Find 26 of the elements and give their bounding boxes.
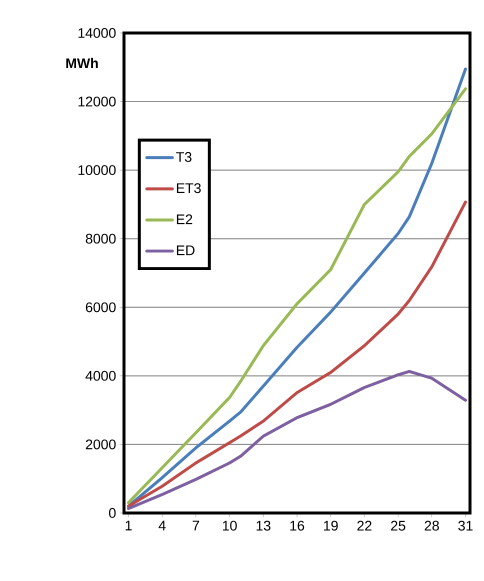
legend-label: E2 (176, 214, 192, 224)
y-tick-label: 12000 (78, 96, 116, 107)
x-tick-label: 7 (192, 520, 200, 530)
y-tick-label: 2000 (86, 439, 116, 450)
x-tick-label: 1 (126, 520, 132, 530)
x-tick-label: 31 (458, 520, 473, 531)
legend-label: T3 (176, 152, 192, 162)
y-tick-label: 6000 (86, 302, 116, 312)
x-tick-label: 16 (290, 520, 304, 531)
x-tick-label: 13 (256, 520, 270, 531)
x-tick-label: 19 (324, 520, 338, 531)
legend-label: ET3 (176, 183, 201, 194)
legend-label: ED (176, 246, 195, 256)
y-tick-label: 8000 (86, 234, 116, 244)
x-tick-label: 22 (357, 520, 372, 530)
x-tick-label: 28 (424, 520, 439, 531)
line-series (127, 370, 467, 510)
x-tick-label: 25 (391, 520, 406, 531)
y-axis-title: MWh (66, 58, 98, 68)
x-tick-label: 10 (222, 520, 237, 531)
y-tick-label: 14000 (78, 28, 116, 38)
y-tick-label: 10000 (78, 165, 116, 176)
line-series (127, 200, 467, 508)
x-tick-label: 4 (158, 520, 166, 530)
y-tick-label: 4000 (86, 370, 116, 381)
y-tick-label: 0 (109, 508, 116, 518)
